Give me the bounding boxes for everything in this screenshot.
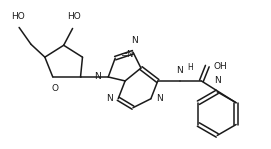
Text: N: N [95,72,101,82]
Text: N: N [107,94,113,103]
Text: =N: =N [120,50,134,59]
Text: O: O [51,84,58,93]
Text: N: N [176,66,183,75]
Text: OH: OH [213,62,227,71]
Text: N: N [131,36,137,45]
Text: N: N [214,76,221,85]
Text: HO: HO [67,13,80,21]
Text: HO: HO [11,11,25,21]
Text: N: N [156,94,163,103]
Text: H: H [188,63,193,72]
